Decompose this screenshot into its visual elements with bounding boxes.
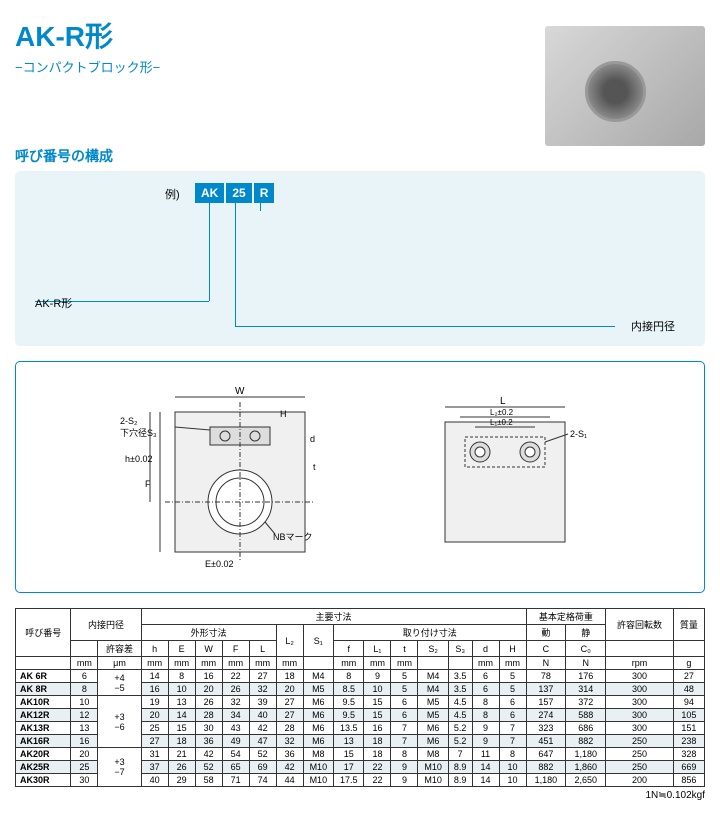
- svg-text:h±0.02: h±0.02: [125, 454, 152, 464]
- technical-drawing: W F h±0.02 E±0.02 2-S₂ 下穴径S₃ H d NBマーク t…: [15, 361, 705, 593]
- svg-text:2-S₂: 2-S₂: [120, 416, 138, 426]
- col-mass: 質量: [673, 609, 704, 641]
- col-main-dims: 主要寸法: [141, 609, 526, 625]
- col-load: 基本定格荷重: [526, 609, 606, 625]
- svg-text:下穴径S₃: 下穴径S₃: [120, 427, 157, 438]
- product-image: [545, 26, 705, 146]
- front-view-svg: W F h±0.02 E±0.02 2-S₂ 下穴径S₃ H d NBマーク t: [115, 382, 355, 572]
- svg-text:d: d: [310, 434, 315, 444]
- svg-text:H: H: [280, 409, 287, 419]
- code-ak: AK: [195, 183, 224, 203]
- akr-label: AK-R形: [35, 295, 72, 311]
- svg-text:L: L: [500, 396, 506, 407]
- inner-dia-label: 内接円径: [631, 318, 675, 334]
- col-model: 呼び番号: [16, 609, 71, 657]
- svg-text:t: t: [313, 462, 316, 472]
- example-label: 例): [165, 186, 180, 202]
- col-rpm: 許容回転数: [606, 609, 674, 641]
- col-mount: 取り付け寸法: [334, 625, 526, 641]
- svg-text:NBマーク: NBマーク: [273, 532, 313, 542]
- col-outer: 外形寸法: [141, 625, 276, 641]
- footnote: 1N≒0.102kgf: [15, 790, 705, 801]
- svg-text:L₂±0.2: L₂±0.2: [490, 408, 514, 417]
- code-25: 25: [226, 183, 251, 203]
- svg-text:W: W: [235, 386, 245, 397]
- svg-text:L₁±0.2: L₁±0.2: [490, 418, 513, 427]
- svg-text:E±0.02: E±0.02: [205, 559, 233, 569]
- svg-text:2-S₁: 2-S₁: [570, 429, 587, 439]
- col-inner-dia: 内接円径: [71, 609, 141, 641]
- naming-diagram: 例) AK 25 R AK-R形 内接円径: [15, 171, 705, 346]
- section-heading: 呼び番号の構成: [15, 146, 705, 166]
- side-view-svg: L L₂±0.2 L₁±0.2 2-S₁: [405, 382, 605, 572]
- spec-table: 呼び番号 内接円径 主要寸法 基本定格荷重 許容回転数 質量 外形寸法 L₂ S…: [15, 608, 705, 787]
- code-r: R: [254, 183, 275, 203]
